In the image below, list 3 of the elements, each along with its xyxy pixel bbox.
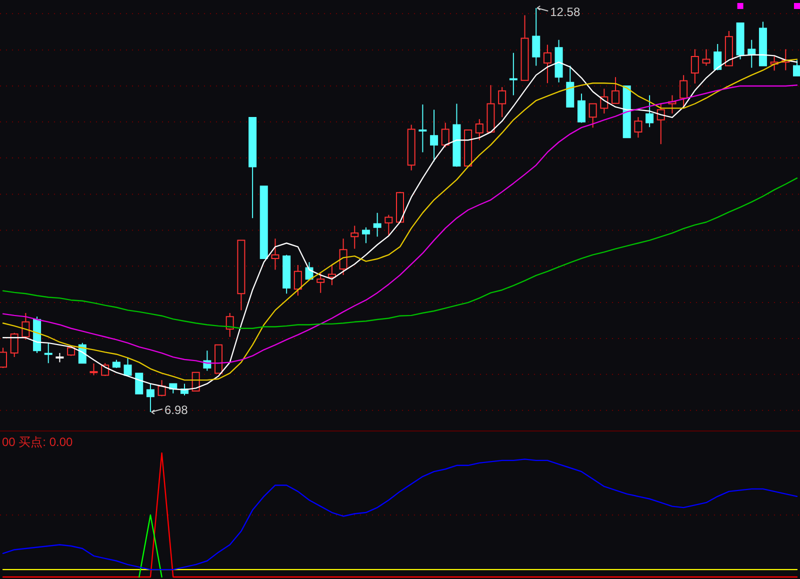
annotation: 6.98 (164, 403, 188, 417)
text: 00 买点: 0.00 (2, 435, 74, 449)
annotation: 12.58 (550, 5, 580, 19)
